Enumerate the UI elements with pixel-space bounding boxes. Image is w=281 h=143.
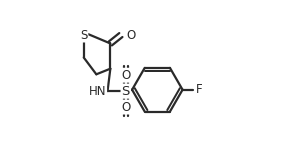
Text: HN: HN xyxy=(89,85,106,98)
Text: S: S xyxy=(122,85,130,98)
Text: O: O xyxy=(126,29,136,42)
Text: O: O xyxy=(121,101,130,114)
Text: O: O xyxy=(121,69,130,82)
Text: S: S xyxy=(80,29,87,42)
Text: F: F xyxy=(196,83,203,96)
